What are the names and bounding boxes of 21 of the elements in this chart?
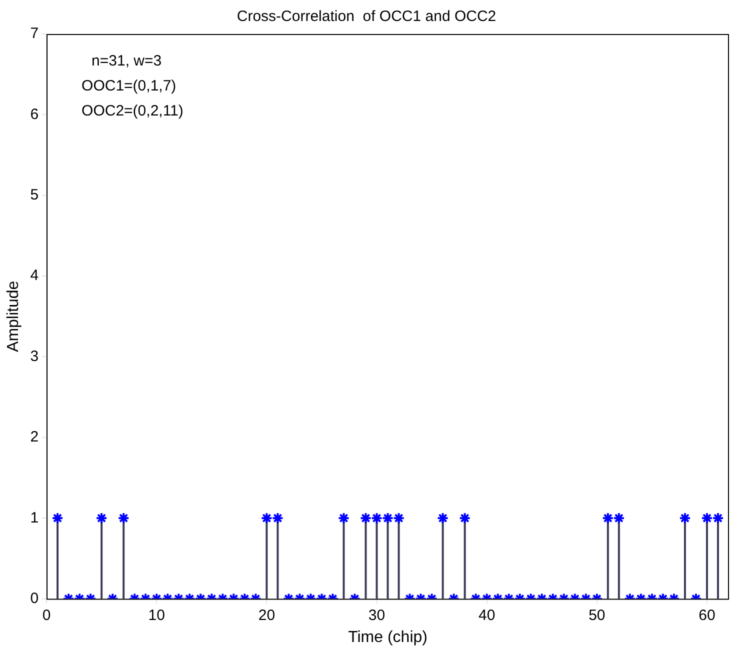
- y-tick-label: 4: [30, 267, 39, 284]
- annotation: OOC2=(0,2,11): [82, 102, 184, 120]
- x-tick-label: 10: [148, 606, 165, 624]
- x-tick-label: 30: [368, 606, 386, 624]
- chart-title: Cross-Correlation of OCC1 and OCC2: [236, 8, 496, 26]
- x-tick-label: 40: [478, 606, 496, 624]
- y-tick-label: 6: [30, 106, 39, 123]
- x-tick-label: 20: [258, 606, 276, 624]
- y-tick-label: 7: [30, 25, 39, 42]
- x-tick-label: 50: [588, 606, 606, 624]
- y-tick-label: 3: [30, 348, 39, 365]
- y-tick-label: 0: [30, 590, 39, 607]
- annotation: OOC1=(0,1,7): [82, 78, 176, 95]
- y-tick-label: 2: [30, 428, 39, 446]
- y-tick-label: 5: [30, 186, 39, 204]
- y-tick-label: 1: [30, 509, 39, 526]
- y-axis-title: Amplitude: [5, 280, 22, 352]
- annotation: n=31, w=3: [92, 52, 162, 70]
- x-tick-label: 0: [42, 606, 51, 624]
- x-tick-label: 60: [698, 606, 716, 624]
- x-axis-title: Time (chip): [348, 628, 428, 646]
